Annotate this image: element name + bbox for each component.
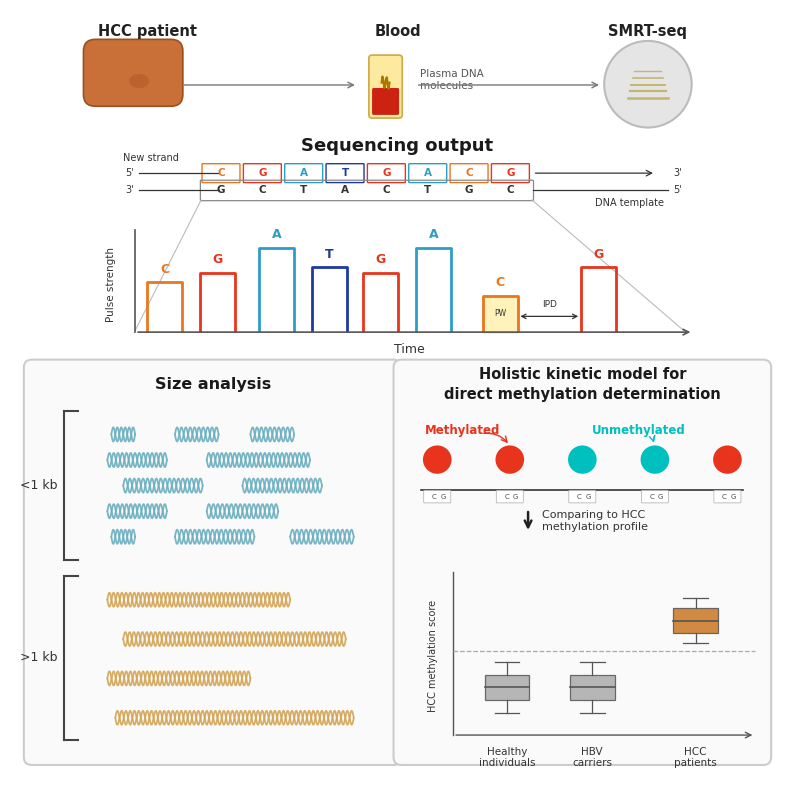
FancyBboxPatch shape: [496, 490, 523, 503]
Text: G: G: [258, 168, 266, 178]
Text: C: C: [217, 168, 225, 178]
Text: C: C: [465, 168, 473, 178]
Circle shape: [423, 445, 452, 474]
Text: G: G: [657, 493, 663, 500]
Text: A: A: [424, 168, 432, 178]
Text: Plasma DNA
molecules: Plasma DNA molecules: [420, 69, 483, 91]
Text: 3': 3': [125, 186, 134, 195]
FancyBboxPatch shape: [450, 164, 488, 183]
Circle shape: [713, 445, 742, 474]
Text: HCC methylation score: HCC methylation score: [429, 600, 438, 711]
Text: G: G: [731, 493, 735, 500]
Text: HBV
carriers: HBV carriers: [572, 747, 612, 768]
Text: T: T: [325, 248, 334, 260]
FancyBboxPatch shape: [24, 360, 401, 765]
Ellipse shape: [103, 51, 133, 75]
FancyBboxPatch shape: [83, 39, 183, 106]
Text: C: C: [258, 186, 266, 195]
Text: T: T: [341, 168, 349, 178]
Text: C: C: [160, 263, 169, 276]
Text: C: C: [382, 186, 390, 195]
Text: C: C: [495, 276, 505, 290]
Text: Pulse strength: Pulse strength: [107, 246, 116, 322]
Text: 5': 5': [125, 168, 134, 178]
Circle shape: [604, 41, 692, 127]
Text: G: G: [217, 186, 225, 195]
Text: PW: PW: [494, 309, 506, 319]
Text: Size analysis: Size analysis: [154, 377, 271, 393]
Ellipse shape: [129, 74, 149, 88]
Text: G: G: [506, 168, 514, 178]
Text: G: G: [593, 248, 603, 260]
Text: Sequencing output: Sequencing output: [301, 137, 494, 154]
Text: Time: Time: [394, 343, 425, 356]
FancyBboxPatch shape: [568, 490, 596, 503]
FancyBboxPatch shape: [285, 164, 323, 183]
FancyBboxPatch shape: [570, 674, 615, 700]
Text: IPD: IPD: [542, 300, 556, 309]
Text: Healthy
individuals: Healthy individuals: [479, 747, 536, 768]
Text: G: G: [212, 253, 223, 266]
Text: Holistic kinetic model for
direct methylation determination: Holistic kinetic model for direct methyl…: [444, 368, 721, 402]
Text: G: G: [382, 168, 390, 178]
Text: G: G: [375, 253, 386, 266]
FancyBboxPatch shape: [714, 490, 741, 503]
Text: 3': 3': [673, 168, 682, 178]
Text: T: T: [424, 186, 432, 195]
FancyBboxPatch shape: [367, 164, 405, 183]
FancyBboxPatch shape: [673, 608, 718, 634]
Text: HCC patient: HCC patient: [98, 24, 196, 39]
Circle shape: [495, 445, 524, 474]
FancyBboxPatch shape: [424, 490, 451, 503]
Text: A: A: [271, 228, 281, 242]
Circle shape: [568, 445, 596, 474]
Text: Methylated: Methylated: [425, 424, 501, 437]
FancyBboxPatch shape: [485, 674, 529, 700]
Text: Unmethylated: Unmethylated: [592, 424, 686, 437]
FancyBboxPatch shape: [202, 164, 240, 183]
FancyBboxPatch shape: [372, 88, 399, 115]
Text: A: A: [341, 186, 349, 195]
FancyBboxPatch shape: [642, 490, 669, 503]
FancyBboxPatch shape: [491, 164, 529, 183]
Text: C: C: [506, 186, 514, 195]
FancyBboxPatch shape: [409, 164, 447, 183]
Text: C: C: [722, 493, 727, 500]
Text: HCC
patients: HCC patients: [674, 747, 717, 768]
Text: C: C: [577, 493, 581, 500]
Text: C: C: [432, 493, 436, 500]
FancyBboxPatch shape: [483, 296, 518, 332]
Text: G: G: [585, 493, 591, 500]
Text: C: C: [650, 493, 654, 500]
FancyBboxPatch shape: [243, 164, 281, 183]
Text: <1 kb: <1 kb: [20, 479, 57, 492]
Text: G: G: [513, 493, 518, 500]
Text: C: C: [504, 493, 509, 500]
FancyBboxPatch shape: [369, 55, 402, 118]
FancyBboxPatch shape: [326, 164, 364, 183]
Text: New strand: New strand: [123, 153, 179, 163]
Text: >1 kb: >1 kb: [20, 652, 57, 664]
Text: DNA template: DNA template: [595, 198, 664, 209]
Text: 5': 5': [673, 186, 682, 195]
Circle shape: [641, 445, 669, 474]
Text: A: A: [300, 168, 308, 178]
Text: Comparing to HCC
methylation profile: Comparing to HCC methylation profile: [542, 510, 649, 532]
FancyBboxPatch shape: [394, 360, 771, 765]
Text: G: G: [465, 186, 473, 195]
Text: SMRT-seq: SMRT-seq: [608, 24, 688, 39]
Text: T: T: [300, 186, 308, 195]
Text: Blood: Blood: [374, 24, 421, 39]
Text: G: G: [440, 493, 445, 500]
Text: A: A: [429, 228, 438, 242]
